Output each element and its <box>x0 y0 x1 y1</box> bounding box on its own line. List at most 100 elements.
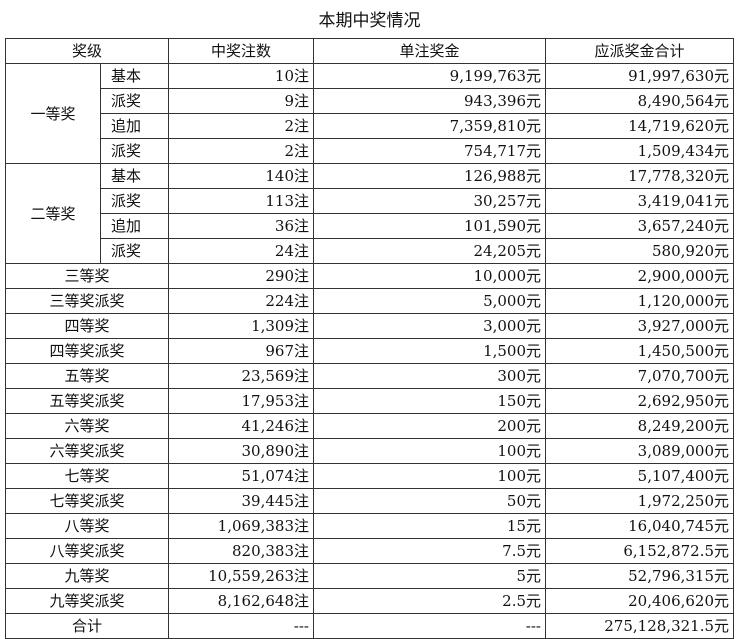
table-row: 七等奖派奖 39,445注 50元 1,972,250元 <box>4 488 735 514</box>
prize-level: 合计 <box>4 613 170 639</box>
table-row: 五等奖 23,569注 300元 7,070,700元 <box>4 363 735 389</box>
prize-level: 五等奖 <box>4 363 170 389</box>
prize-level: 五等奖派奖 <box>4 388 170 414</box>
table-row: 六等奖 41,246注 200元 8,249,200元 <box>4 413 735 439</box>
table-row: 八等奖派奖 820,383注 7.5元 6,152,872.5元 <box>4 538 735 564</box>
unit-prize: 100元 <box>313 438 547 464</box>
winner-count: 17,953注 <box>168 388 315 414</box>
prize-level: 九等奖派奖 <box>4 588 170 614</box>
prize-sublevel: 基本 <box>99 163 170 189</box>
prize-level: 四等奖 <box>4 313 170 339</box>
total-prize: 20,406,620元 <box>545 588 735 614</box>
unit-prize: 24,205元 <box>313 238 547 264</box>
prize-level: 六等奖派奖 <box>4 438 170 464</box>
total-prize: 2,692,950元 <box>545 388 735 414</box>
unit-prize: 150元 <box>313 388 547 414</box>
winner-count: 51,074注 <box>168 463 315 489</box>
table-row: 四等奖派奖 967注 1,500元 1,450,500元 <box>4 338 735 364</box>
total-prize: 3,419,041元 <box>545 188 735 214</box>
total-prize: 5,107,400元 <box>545 463 735 489</box>
table-row: 二等奖 基本 140注 126,988元 17,778,320元 <box>5 163 735 264</box>
unit-prize: 300元 <box>313 363 547 389</box>
table-row: 一等奖 基本 10注 9,199,763元 91,997,630元 <box>5 63 735 164</box>
total-prize: 1,509,434元 <box>545 138 735 164</box>
unit-prize: 100元 <box>313 463 547 489</box>
winner-count: 10,559,263注 <box>168 563 315 589</box>
prize-level: 七等奖 <box>4 463 170 489</box>
winner-count: 967注 <box>168 338 315 364</box>
prize-sublevel: 派奖 <box>99 88 170 114</box>
total-prize: 14,719,620元 <box>545 113 735 139</box>
unit-prize: 9,199,763元 <box>313 63 547 89</box>
total-prize: 17,778,320元 <box>545 163 735 189</box>
table-row: 三等奖 290注 10,000元 2,900,000元 <box>4 263 735 289</box>
total-prize: 3,927,000元 <box>545 313 735 339</box>
winner-count: 140注 <box>168 163 315 189</box>
winner-count: 36注 <box>168 213 315 239</box>
unit-prize: 7.5元 <box>313 538 547 564</box>
winner-count: 2注 <box>168 113 315 139</box>
prize-level: 三等奖派奖 <box>4 288 170 314</box>
unit-prize: 15元 <box>313 513 547 539</box>
table-row: 九等奖 10,559,263注 5元 52,796,315元 <box>4 563 735 589</box>
total-prize: 91,997,630元 <box>545 63 735 89</box>
total-prize: 3,089,000元 <box>545 438 735 464</box>
total-prize: 6,152,872.5元 <box>545 538 735 564</box>
total-prize: 275,128,321.5元 <box>545 613 735 639</box>
total-prize: 16,040,745元 <box>545 513 735 539</box>
unit-prize: 30,257元 <box>313 188 547 214</box>
winner-count: 1,069,383注 <box>168 513 315 539</box>
unit-prize: 200元 <box>313 413 547 439</box>
prize-sublevel: 基本 <box>99 63 170 89</box>
winner-count: 23,569注 <box>168 363 315 389</box>
winner-count: 41,246注 <box>168 413 315 439</box>
unit-prize: 101,590元 <box>313 213 547 239</box>
table-header: 奖级 中奖注数 单注奖金 应派奖金合计 <box>4 38 735 64</box>
total-prize: 8,490,564元 <box>545 88 735 114</box>
total-row: 合计 --- --- 275,128,321.5元 <box>4 613 735 639</box>
winner-count: 24注 <box>168 238 315 264</box>
unit-prize: 50元 <box>313 488 547 514</box>
unit-prize: 7,359,810元 <box>313 113 547 139</box>
unit-prize: --- <box>313 613 547 639</box>
unit-prize: 1,500元 <box>313 338 547 364</box>
unit-prize: 126,988元 <box>313 163 547 189</box>
table-row: 追加 2注 7,359,810元 14,719,620元 <box>6 113 735 139</box>
total-prize: 3,657,240元 <box>545 213 735 239</box>
prize-sublevel: 派奖 <box>99 138 170 164</box>
total-prize: 1,972,250元 <box>545 488 735 514</box>
winner-count: 10注 <box>168 63 315 89</box>
table-row: 五等奖派奖 17,953注 150元 2,692,950元 <box>4 388 735 414</box>
winner-count: 8,162,648注 <box>168 588 315 614</box>
winner-count: 2注 <box>168 138 315 164</box>
unit-prize: 10,000元 <box>313 263 547 289</box>
winner-count: 113注 <box>168 188 315 214</box>
winner-count: 1,309注 <box>168 313 315 339</box>
prize-level: 六等奖 <box>4 413 170 439</box>
header-prize: 单注奖金 <box>313 38 547 64</box>
prize-sublevel: 派奖 <box>99 238 170 264</box>
table-row: 六等奖派奖 30,890注 100元 3,089,000元 <box>4 438 735 464</box>
table-row: 派奖 24注 24,205元 580,920元 <box>6 238 735 264</box>
total-prize: 1,450,500元 <box>545 338 735 364</box>
prize-level: 四等奖派奖 <box>4 338 170 364</box>
prize-level: 一等奖 <box>5 63 101 164</box>
total-prize: 580,920元 <box>545 238 735 264</box>
table-row: 九等奖派奖 8,162,648注 2.5元 20,406,620元 <box>4 588 735 614</box>
prize-level: 九等奖 <box>4 563 170 589</box>
unit-prize: 2.5元 <box>313 588 547 614</box>
table-row: 派奖 9注 943,396元 8,490,564元 <box>6 88 735 114</box>
winner-count: 30,890注 <box>168 438 315 464</box>
header-count: 中奖注数 <box>168 38 315 64</box>
unit-prize: 754,717元 <box>313 138 547 164</box>
unit-prize: 3,000元 <box>313 313 547 339</box>
prize-sublevel: 追加 <box>99 213 170 239</box>
prize-level: 八等奖 <box>4 513 170 539</box>
table-row: 追加 36注 101,590元 3,657,240元 <box>6 213 735 239</box>
prize-level: 七等奖派奖 <box>4 488 170 514</box>
prize-level: 八等奖派奖 <box>4 538 170 564</box>
total-prize: 52,796,315元 <box>545 563 735 589</box>
total-prize: 8,249,200元 <box>545 413 735 439</box>
table-row: 三等奖派奖 224注 5,000元 1,120,000元 <box>4 288 735 314</box>
prize-level: 二等奖 <box>5 163 101 264</box>
